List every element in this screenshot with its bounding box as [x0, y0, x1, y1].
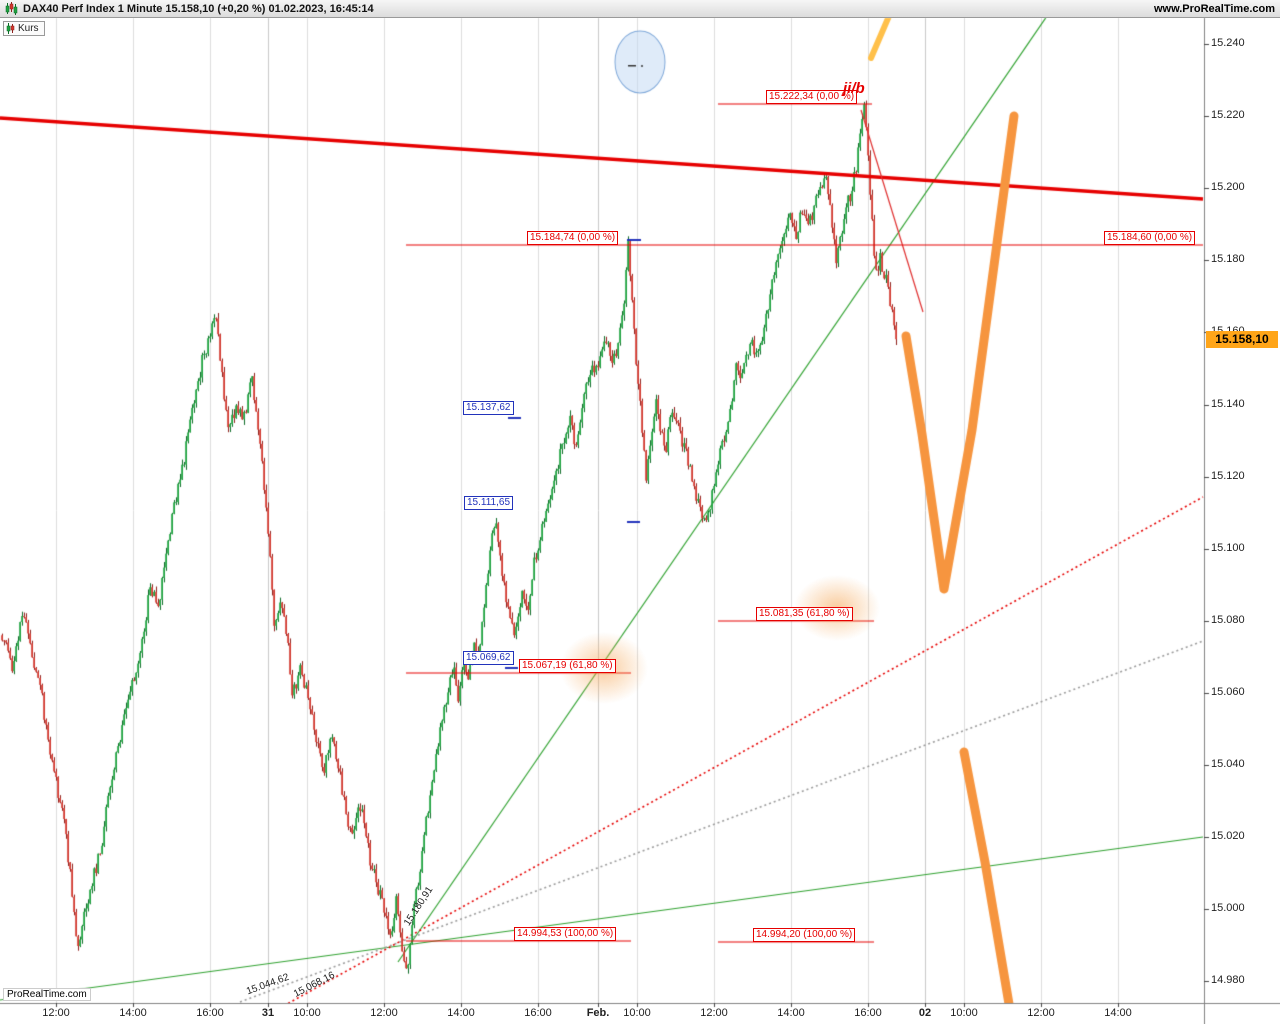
- price-axis-label: 15.060: [1211, 685, 1245, 698]
- time-axis-label: 16:00: [196, 1007, 224, 1019]
- price-axis-label: 15.080: [1211, 613, 1245, 626]
- price-axis-label: 15.120: [1211, 469, 1245, 482]
- fib-level-label[interactable]: 15.184,74 (0,00 %): [527, 231, 619, 245]
- fib-level-label[interactable]: 15.081,35 (61,80 %): [756, 607, 853, 621]
- time-axis-label: 12:00: [1027, 1007, 1055, 1019]
- time-axis-label: 31: [261, 1007, 275, 1019]
- fib-level-label[interactable]: 15.067,19 (61,80 %): [519, 659, 616, 673]
- time-axis-label: 12:00: [370, 1007, 398, 1019]
- price-axis-label: 15.220: [1211, 109, 1245, 122]
- trendline-value-label[interactable]: 15.068,16: [292, 969, 337, 1000]
- price-axis-label: 15.140: [1211, 397, 1245, 410]
- website-link[interactable]: www.ProRealTime.com: [1153, 2, 1275, 15]
- time-axis-label: 16:00: [524, 1007, 552, 1019]
- instrument-title: DAX40 Perf Index 1 Minute 15.158,10 (+0,…: [23, 2, 374, 15]
- time-axis-label: 14:00: [1104, 1007, 1132, 1019]
- fib-level-label[interactable]: 15.222,34 (0,00 %): [766, 90, 858, 104]
- price-axis-label: 15.180: [1211, 253, 1245, 266]
- kurs-label: Kurs: [18, 23, 39, 34]
- kurs-button[interactable]: Kurs: [3, 21, 45, 36]
- time-axis-label: 14:00: [777, 1007, 805, 1019]
- price-axis-label: 15.020: [1211, 830, 1245, 843]
- price-axis-label: 15.000: [1211, 902, 1245, 915]
- time-axis-label: 10:00: [950, 1007, 978, 1019]
- price-axis-label: 15.100: [1211, 541, 1245, 554]
- last-price-badge: 15.158,10: [1206, 330, 1278, 348]
- time-axis-label: 16:00: [854, 1007, 882, 1019]
- price-axis-label: 15.200: [1211, 181, 1245, 194]
- footer-brand: ProRealTime.com: [3, 988, 91, 1001]
- fib-level-label[interactable]: 14.994,53 (100,00 %): [514, 927, 617, 941]
- candlestick-app-icon: [5, 2, 18, 15]
- time-axis-label: 10:00: [293, 1007, 321, 1019]
- title-bar: DAX40 Perf Index 1 Minute 15.158,10 (+0,…: [0, 0, 1280, 18]
- wave-level-label[interactable]: 15.111,65: [464, 496, 514, 510]
- time-axis-label: 12:00: [42, 1007, 70, 1019]
- trendline-value-label[interactable]: 15.180,91: [402, 884, 436, 928]
- time-axis-label: 12:00: [700, 1007, 728, 1019]
- wave-level-label[interactable]: 15.137,62: [463, 401, 514, 415]
- price-axis-label: 15.040: [1211, 758, 1245, 771]
- fib-level-label[interactable]: 14.994,20 (100,00 %): [753, 928, 856, 942]
- time-axis-label: 14:00: [447, 1007, 475, 1019]
- price-axis-label: 15.240: [1211, 36, 1245, 49]
- time-axis-label: 10:00: [623, 1007, 651, 1019]
- time-axis-label: Feb.: [586, 1007, 610, 1019]
- wave-level-label[interactable]: 15.069,62: [463, 651, 514, 665]
- kurs-candle-icon: [6, 23, 15, 34]
- trendline-value-label[interactable]: 15.044,62: [245, 971, 291, 998]
- fib-level-label[interactable]: 15.184,60 (0,00 %): [1104, 231, 1196, 245]
- time-axis-label: 02: [918, 1007, 932, 1019]
- handwritten-note[interactable]: ji/b: [843, 80, 865, 97]
- price-axis-label: 14.980: [1211, 974, 1245, 987]
- time-axis-label: 14:00: [119, 1007, 147, 1019]
